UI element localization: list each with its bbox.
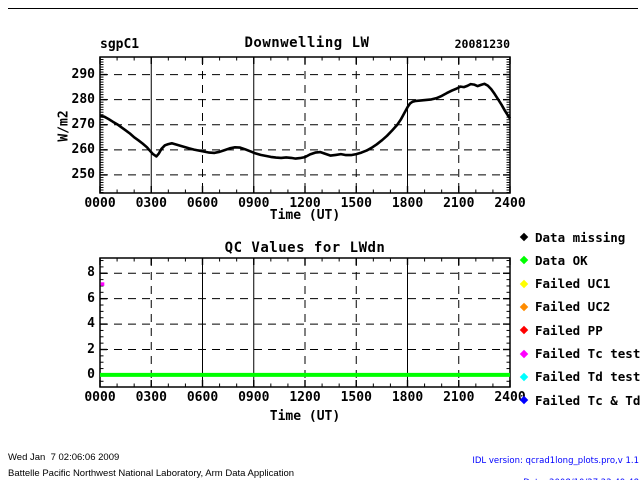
legend-label: Failed UC1 bbox=[535, 276, 611, 292]
site-label: sgpC1 bbox=[100, 37, 140, 52]
legend-marker-diamond-icon bbox=[519, 232, 529, 242]
legend-marker-diamond-icon bbox=[519, 279, 529, 288]
x-tick-label: 0600 bbox=[186, 196, 219, 211]
legend-item: Data OK bbox=[519, 252, 588, 268]
legend-item: Data missing bbox=[519, 229, 626, 245]
version-info-block: IDL version: qcrad1long_plots.pro,v 1.1 … bbox=[411, 443, 639, 480]
lw-x-axis-label: Time (UT) bbox=[269, 208, 341, 223]
legend-item: Failed UC2 bbox=[519, 299, 611, 315]
y-tick-label: 270 bbox=[71, 116, 95, 132]
legend-item: Failed Tc & Td bbox=[519, 392, 640, 408]
x-tick-label: 1800 bbox=[391, 196, 424, 211]
x-tick-label: 0900 bbox=[238, 390, 270, 405]
x-tick-label: 0300 bbox=[135, 390, 167, 405]
legend-label: Failed Td test bbox=[535, 369, 640, 385]
legend-label: Data missing bbox=[535, 229, 626, 245]
plot-timestamp: Wed Jan 7 02:06:06 2009 bbox=[8, 452, 120, 463]
top-border-line bbox=[8, 8, 638, 9]
legend-label: Failed Tc & Td bbox=[535, 392, 640, 408]
legend-item: Failed PP bbox=[519, 322, 603, 338]
legend-marker-diamond-icon bbox=[519, 349, 529, 358]
qc-legend: Data missing Data OK Failed UC1 Failed UC2 F… bbox=[519, 0, 640, 420]
x-tick-label: 1500 bbox=[340, 390, 372, 405]
y-tick-label: 260 bbox=[71, 141, 95, 157]
y-tick-label: 6 bbox=[87, 290, 95, 306]
x-tick-label: 0600 bbox=[186, 390, 219, 405]
y-tick-label: 280 bbox=[71, 91, 95, 107]
downwelling-lw-curve bbox=[99, 82, 512, 160]
x-tick-label: 2100 bbox=[443, 390, 475, 405]
date-label: 20081230 bbox=[454, 37, 510, 51]
legend-label: Failed Tc test bbox=[535, 346, 640, 361]
qc-failed-tc-point bbox=[100, 282, 105, 286]
legend-marker-diamond-icon bbox=[519, 395, 529, 405]
lw-plot-title: Downwelling LW bbox=[244, 35, 370, 51]
legend-item: Failed Tc test bbox=[519, 346, 640, 361]
legend-label: Failed UC2 bbox=[535, 299, 611, 315]
organization-credit: Battelle Pacific Northwest National Labo… bbox=[8, 468, 295, 479]
idl-version-line: IDL version: qcrad1long_plots.pro,v 1.1 bbox=[472, 455, 639, 466]
legend-marker-diamond-icon bbox=[519, 256, 529, 265]
qc-x-axis-label: Time (UT) bbox=[269, 409, 341, 424]
legend-marker-diamond-icon bbox=[519, 372, 529, 382]
x-tick-label: 0300 bbox=[135, 196, 167, 211]
y-tick-label: 0 bbox=[87, 366, 95, 382]
x-tick-label: 1500 bbox=[340, 196, 372, 211]
x-tick-label: 2400 bbox=[494, 196, 526, 211]
legend-item: Failed Td test bbox=[519, 369, 640, 385]
legend-label: Data OK bbox=[535, 252, 588, 268]
legend-marker-diamond-icon bbox=[519, 325, 529, 335]
legend-label: Failed PP bbox=[535, 322, 603, 338]
y-tick-label: 290 bbox=[71, 66, 95, 82]
x-tick-label: 1800 bbox=[391, 390, 424, 405]
y-tick-label: 4 bbox=[87, 316, 95, 332]
legend-item: Failed UC1 bbox=[519, 276, 611, 292]
x-tick-label: 0000 bbox=[84, 196, 116, 211]
y-tick-label: 8 bbox=[87, 265, 95, 281]
x-tick-label: 1200 bbox=[289, 390, 321, 405]
x-tick-label: 1200 bbox=[289, 196, 321, 211]
qc-plot-title: QC Values for LWdn bbox=[224, 240, 386, 256]
x-tick-label: 0900 bbox=[238, 196, 270, 211]
x-tick-label: 2100 bbox=[443, 196, 475, 211]
y-tick-label: 250 bbox=[71, 166, 95, 182]
x-tick-label: 2400 bbox=[494, 390, 526, 405]
x-tick-label: 0000 bbox=[84, 390, 116, 405]
legend-marker-diamond-icon bbox=[519, 302, 529, 312]
y-tick-label: 2 bbox=[87, 341, 95, 357]
